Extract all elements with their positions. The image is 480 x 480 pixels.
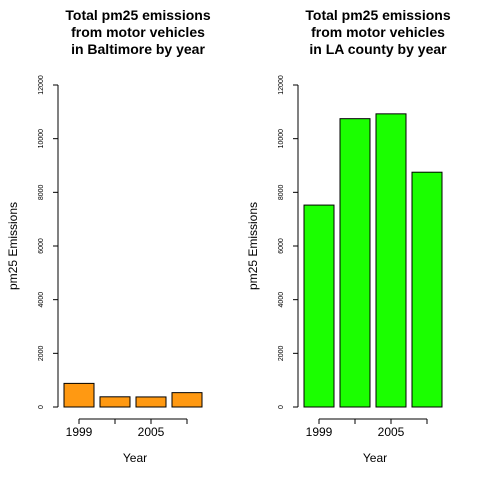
y-tick-label: 8000	[38, 184, 45, 200]
bar-2002	[99, 396, 131, 408]
bar-2008	[411, 171, 443, 408]
y-tick-label: 6000	[38, 238, 45, 254]
x-tick-label: 2005	[138, 425, 165, 439]
y-axis-label: pm25 Emissions	[246, 202, 260, 290]
bar-1999	[63, 382, 95, 408]
y-tick-label: 2000	[278, 345, 285, 361]
chart-title-line: Total pm25 emissions	[65, 7, 210, 23]
x-axis-label: Year	[123, 451, 147, 465]
y-tick-label: 4000	[38, 292, 45, 308]
y-tick-label: 2000	[38, 345, 45, 361]
chart-title-line: in LA county by year	[309, 41, 447, 57]
y-tick-label: 10000	[38, 129, 45, 149]
chart-title-line: from motor vehicles	[71, 24, 205, 40]
x-tick-label: 1999	[66, 425, 93, 439]
bar-2002	[339, 118, 371, 408]
x-axis-label: Year	[363, 451, 387, 465]
bar-1999	[303, 204, 335, 408]
y-tick-label: 4000	[278, 292, 285, 308]
y-tick-label: 6000	[278, 238, 285, 254]
chart-title-line: in Baltimore by year	[71, 41, 205, 57]
x-tick-label: 1999	[306, 425, 333, 439]
chart-title-line: Total pm25 emissions	[305, 7, 450, 23]
y-tick-label: 0	[278, 405, 285, 409]
y-tick-label: 0	[38, 405, 45, 409]
bar-2008	[171, 392, 203, 408]
x-tick-label: 2005	[378, 425, 405, 439]
y-tick-label: 8000	[278, 184, 285, 200]
bar-2005	[375, 113, 407, 408]
y-axis-label: pm25 Emissions	[6, 202, 20, 290]
y-tick-label: 10000	[278, 129, 285, 149]
y-tick-label: 12000	[278, 75, 285, 95]
chart-title-line: from motor vehicles	[311, 24, 445, 40]
bar-2005	[135, 396, 167, 408]
y-tick-label: 12000	[38, 75, 45, 95]
